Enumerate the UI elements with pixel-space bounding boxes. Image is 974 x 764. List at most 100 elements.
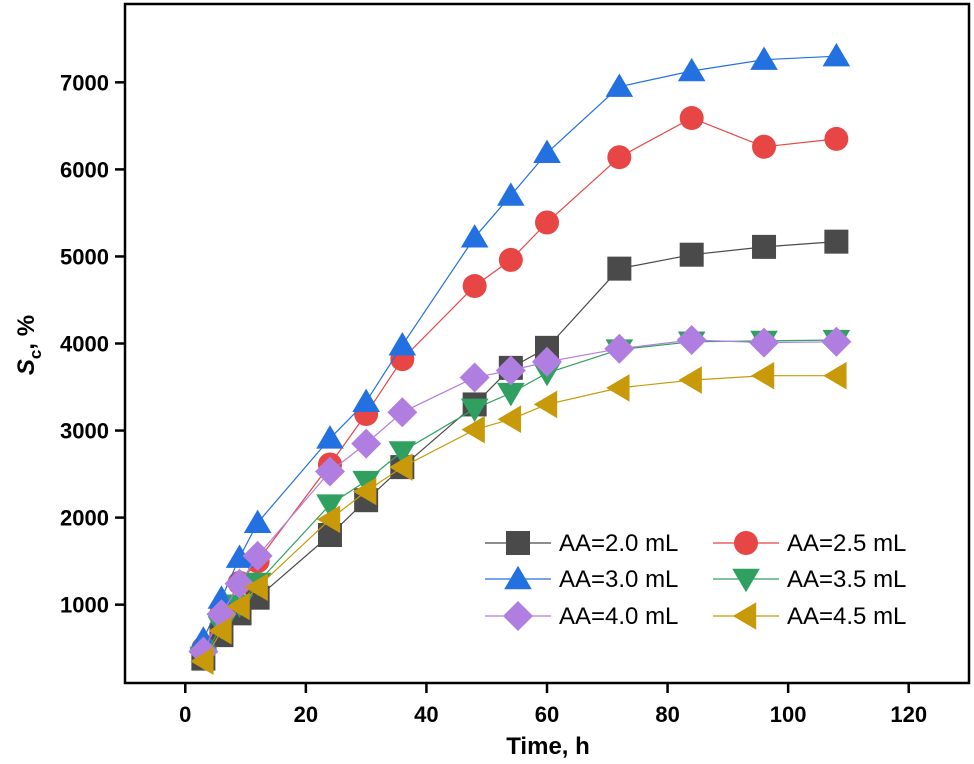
legend-marker-aa-4-0-ml [503, 601, 533, 631]
data-point-aa-3-5-ml [388, 441, 417, 465]
data-point-aa-3-0-ml [225, 544, 254, 568]
data-point-aa-2-0-ml [752, 234, 777, 259]
data-point-aa-2-0-ml [607, 256, 632, 281]
legend-marker-aa-2-0-ml [506, 531, 530, 555]
data-point-aa-3-5-ml [460, 398, 489, 422]
x-tick-label: 40 [414, 702, 438, 727]
legend-marker-aa-3-0-ml [504, 565, 532, 590]
data-point-aa-3-0-ml [822, 43, 851, 67]
y-axis-title: Sc, % [13, 315, 45, 375]
data-point-aa-3-5-ml [352, 470, 380, 495]
legend-item-aa-3-5-ml: AA=3.5 mL [713, 566, 906, 593]
x-axis-ticks: 0 20 40 60 80 100 120 [179, 683, 927, 727]
data-point-aa-4-0-ml [224, 568, 255, 599]
legend-label: AA=2.0 mL [559, 530, 678, 557]
legend-label: AA=3.0 mL [559, 566, 678, 593]
data-point-aa-2-5-ml [752, 134, 777, 159]
data-point-aa-2-5-ml [462, 274, 487, 299]
data-point-aa-4-5-ml [352, 477, 377, 506]
data-point-aa-4-0-ml [387, 397, 418, 428]
y-tick-label: 2000 [60, 506, 109, 531]
data-point-aa-4-5-ml [750, 361, 775, 390]
data-point-aa-4-5-ml [389, 453, 413, 481]
data-point-aa-3-0-ml [605, 73, 634, 97]
x-tick-label: 60 [535, 702, 559, 727]
series-layer [188, 43, 852, 676]
y-tick-label: 6000 [60, 157, 109, 182]
data-point-aa-4-0-ml [604, 333, 635, 364]
data-point-aa-4-0-ml [821, 326, 852, 357]
data-point-aa-2-5-ml [679, 106, 704, 131]
series-aa-3-0-ml [189, 43, 851, 650]
y-axis-title-main: S [13, 359, 40, 375]
data-point-aa-2-5-ml [498, 247, 523, 272]
data-point-aa-2-5-ml [535, 210, 559, 235]
legend-label: AA=4.5 mL [787, 603, 906, 630]
data-point-aa-4-5-ml [823, 361, 847, 390]
data-point-aa-4-0-ml [314, 456, 345, 487]
legend-label: AA=2.5 mL [787, 530, 906, 557]
x-tick-label: 120 [890, 702, 927, 727]
data-point-aa-3-0-ml [497, 182, 525, 206]
y-axis-title-sub: c [26, 350, 45, 359]
data-point-aa-4-5-ml [226, 592, 250, 621]
legend-marker-aa-2-5-ml [734, 531, 758, 555]
data-point-aa-3-5-ml [497, 382, 525, 407]
data-point-aa-4-0-ml [676, 325, 707, 356]
data-point-aa-3-0-ml [243, 509, 272, 534]
data-point-aa-4-5-ml [606, 374, 630, 402]
legend-item-aa-2-5-ml: AA=2.5 mL [713, 530, 906, 557]
legend-item-aa-3-0-ml: AA=3.0 mL [485, 565, 678, 593]
data-point-aa-4-0-ml [351, 428, 382, 459]
y-tick-label: 1000 [60, 593, 109, 618]
x-tick-label: 100 [770, 702, 807, 727]
data-point-aa-4-5-ml [678, 366, 702, 394]
series-aa-4-5-ml [190, 361, 847, 676]
data-point-aa-3-0-ml [352, 388, 380, 413]
data-point-aa-4-5-ml [316, 505, 341, 534]
data-point-aa-4-5-ml [533, 390, 558, 419]
data-point-aa-4-0-ml [459, 362, 490, 393]
data-point-aa-3-0-ml [750, 46, 778, 70]
y-axis-title-suffix: , % [13, 315, 40, 350]
data-point-aa-4-5-ml [208, 616, 232, 645]
data-point-aa-3-5-ml [316, 494, 344, 518]
data-point-aa-4-5-ml [497, 405, 522, 434]
data-point-aa-2-0-ml [824, 229, 849, 254]
data-point-aa-4-0-ml [532, 346, 562, 377]
x-tick-label: 0 [179, 702, 191, 727]
data-point-aa-2-5-ml [607, 145, 632, 170]
data-point-aa-4-0-ml [495, 355, 526, 386]
x-axis-title: Time, h [506, 733, 590, 760]
x-tick-label: 20 [294, 702, 318, 727]
legend-label: AA=3.5 mL [787, 566, 906, 593]
legend-item-aa-2-0-ml: AA=2.0 mL [485, 530, 678, 557]
data-point-aa-3-0-ml [533, 139, 561, 164]
axes: 0 20 40 60 80 100 120 1000 2000 3000 4000 5000 6000… [60, 2, 971, 727]
data-point-aa-3-0-ml [316, 425, 344, 449]
data-point-aa-4-5-ml [244, 573, 268, 602]
y-axis-ticks: 1000 2000 3000 4000 5000 6000 7000 [60, 70, 125, 618]
y-tick-label: 4000 [60, 332, 109, 357]
legend-label: AA=4.0 mL [559, 603, 678, 630]
y-tick-label: 7000 [60, 70, 109, 95]
series-aa-4-0-ml [188, 325, 852, 667]
x-tick-label: 80 [655, 702, 679, 727]
legend-marker-aa-4-5-ml [732, 602, 757, 630]
legend-marker-aa-3-5-ml [732, 568, 760, 593]
data-point-aa-4-5-ml [461, 415, 485, 444]
data-point-aa-3-0-ml [388, 332, 417, 356]
legend-item-aa-4-5-ml: AA=4.5 mL [713, 602, 906, 630]
data-point-aa-4-5-ml [190, 647, 214, 676]
series-line-aa-2-0-ml [202, 241, 837, 659]
y-tick-label: 5000 [60, 244, 109, 269]
data-point-aa-3-0-ml [677, 57, 706, 82]
legend-item-aa-4-0-ml: AA=4.0 mL [485, 601, 678, 631]
legend: AA=2.0 mL AA=2.5 mL AA=3.0 mL AA=3.5 mL AA=4… [485, 530, 906, 631]
data-point-aa-3-0-ml [460, 224, 489, 248]
y-tick-label: 3000 [60, 419, 109, 444]
data-point-aa-2-0-ml [679, 242, 704, 267]
data-point-aa-2-5-ml [824, 126, 849, 151]
data-point-aa-4-0-ml [242, 540, 273, 571]
